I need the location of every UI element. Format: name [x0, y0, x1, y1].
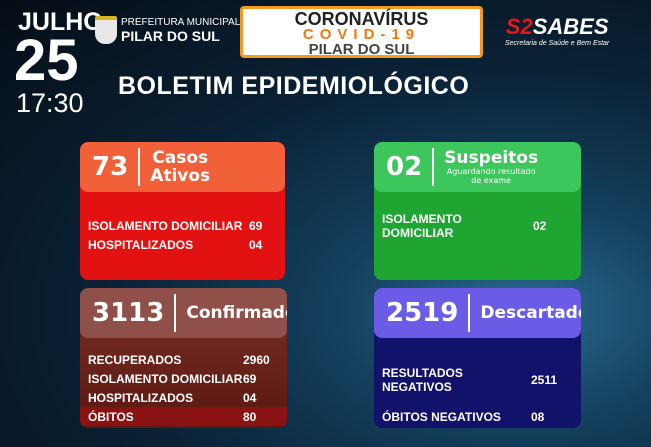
date-time: 17:30: [16, 88, 84, 118]
page-title: BOLETIM EPIDEMIOLÓGICO: [118, 72, 470, 100]
descartados-label: Descartados: [480, 303, 581, 323]
card-casos-ativos: 73 Casos Ativos ISOLAMENTO DOMICILIAR 69 H…: [80, 142, 285, 280]
suspeitos-sub1: Aguardando resultado: [446, 167, 536, 176]
ativos-row: ISOLAMENTO DOMICILIAR 69: [88, 218, 263, 233]
suspeitos-row: ISOLAMENTO DOMICILIAR 02: [382, 211, 547, 240]
suspeitos-label: Suspeitos: [444, 148, 539, 168]
card-suspeitos: 02 Suspeitos Aguardando resultado de exa…: [374, 142, 581, 280]
suspeitos-sub2: de exame: [471, 176, 511, 185]
confirmados-value: 3113: [80, 294, 177, 332]
prefeitura-line2: PILAR DO SUL: [121, 27, 220, 44]
prefeitura-logo: PREFEITURA MUNICIPAL PILAR DO SUL: [95, 16, 240, 44]
suspeitos-value: 02: [374, 148, 435, 186]
ativos-row: HOSPITALIZADOS 04: [88, 237, 263, 252]
crest-icon: [95, 16, 117, 44]
sabes-text: SABES: [532, 14, 609, 39]
date-day: 25: [14, 28, 79, 93]
covid-banner: CORONAVÍRUS COVID-19 PILAR DO SUL: [240, 6, 483, 58]
covid-line2: COVID-19: [302, 26, 421, 43]
confirmados-label: Confirmados: [186, 303, 287, 323]
sabes-subtitle: Secretaria de Saúde e Bem Estar: [505, 40, 610, 47]
prefeitura-line1: PREFEITURA MUNICIPAL: [121, 16, 241, 28]
sabes-logo: S2SABES Secretaria de Saúde e Bem Estar: [505, 14, 609, 47]
confirmados-row: ÓBITOS 80: [80, 407, 287, 426]
card-descartados: 2519 Descartados RESULTADOS NEGATIVOS251…: [374, 288, 581, 428]
descartados-value: 2519: [374, 294, 471, 332]
descartados-row: RESULTADOS NEGATIVOS 2511: [382, 365, 558, 394]
confirmados-row: RECUPERADOS 2960: [88, 352, 270, 367]
ativos-label1: Casos: [152, 148, 209, 168]
descartados-row: ÓBITOS NEGATIVOS 08: [382, 409, 545, 424]
confirmados-row: ISOLAMENTO DOMICILIAR 69: [88, 371, 257, 386]
ativos-label2: Ativos: [150, 166, 211, 186]
heart-icon: S2: [505, 14, 533, 39]
date-month: JULHO: [18, 8, 103, 36]
ativos-value: 73: [80, 148, 141, 186]
covid-line1: CORONAVÍRUS: [294, 9, 429, 29]
covid-line3: PILAR DO SUL: [308, 41, 415, 58]
confirmados-row: HOSPITALIZADOS 04: [88, 390, 257, 405]
